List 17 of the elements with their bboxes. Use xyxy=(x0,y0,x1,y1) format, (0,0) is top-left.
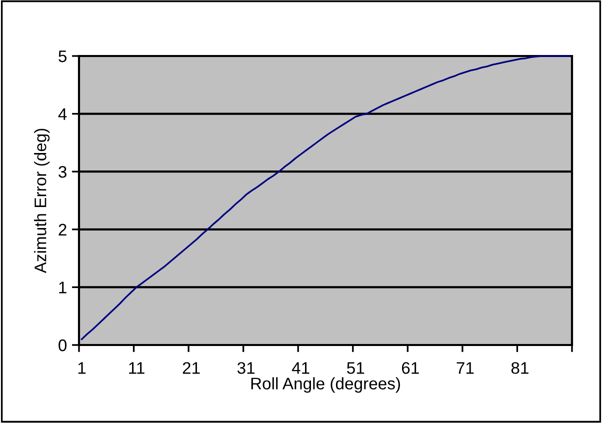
x-tick-label: 51 xyxy=(347,362,364,374)
x-tick-label: 11 xyxy=(129,362,144,374)
x-tick-label: 1 xyxy=(78,362,86,374)
y-tick-label: 2 xyxy=(58,224,66,236)
x-tick-label: 71 xyxy=(456,362,474,374)
y-axis-title: Azimuth Error (deg) xyxy=(34,128,50,274)
y-tick-label: 4 xyxy=(58,108,67,120)
x-axis-title: Roll Angle (degrees) xyxy=(251,377,400,393)
y-tick-label: 0 xyxy=(58,339,67,352)
y-tick-label: 3 xyxy=(58,166,66,178)
x-tick-label: 81 xyxy=(511,362,528,374)
x-tick-label: 61 xyxy=(402,362,419,374)
x-tick-label: 21 xyxy=(182,362,200,374)
x-tick-label: 31 xyxy=(237,362,255,374)
y-tick-label: 1 xyxy=(59,282,66,294)
x-tick-label: 41 xyxy=(292,362,310,374)
y-tick-label: 5 xyxy=(58,50,66,62)
